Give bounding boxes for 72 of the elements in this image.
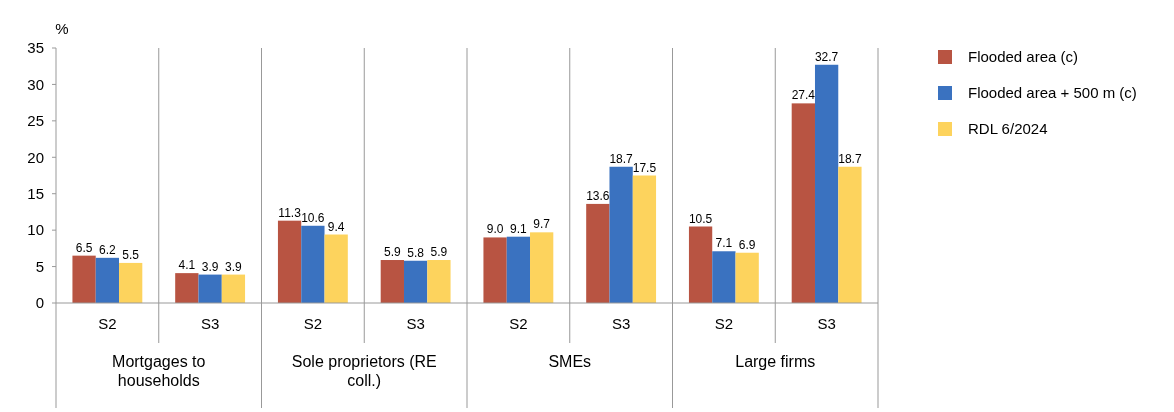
- data-label: 18.7: [838, 151, 862, 166]
- bar: [506, 236, 531, 303]
- data-label: 3.9: [225, 259, 243, 274]
- x-tick-label: S3: [406, 315, 425, 332]
- text: Mortgages to households: [112, 353, 206, 389]
- data-label: 5.5: [122, 247, 140, 262]
- data-label: 17.5: [632, 160, 657, 175]
- data-label: 4.1: [178, 258, 196, 273]
- data-label: 5.8: [407, 245, 425, 260]
- x-tick-label: S2: [509, 315, 528, 332]
- y-tick-label: 5: [35, 257, 44, 275]
- y-tick-label: 20: [27, 148, 44, 166]
- bar: [119, 262, 143, 303]
- text: Sole proprietors (RE coll.): [291, 353, 437, 389]
- bar: [72, 255, 96, 303]
- bar: [198, 274, 222, 303]
- x-tick-label: S3: [200, 315, 220, 332]
- y-tick-label: 25: [27, 112, 44, 130]
- data-label: 6.2: [99, 242, 117, 257]
- bar: [427, 260, 451, 303]
- bar: [95, 257, 120, 303]
- x-tick-label: S3: [817, 315, 836, 332]
- bar: [838, 166, 862, 303]
- data-label: 13.6: [586, 188, 610, 203]
- data-label: 3.9: [201, 259, 219, 274]
- data-label: 5.9: [430, 245, 448, 260]
- x-tick-label: S3: [611, 315, 631, 332]
- legend-label: RDL 6/2024: [968, 120, 1048, 138]
- text: Large firms: [735, 353, 816, 370]
- bar: [221, 274, 246, 303]
- bar: [483, 237, 507, 303]
- bar: [632, 175, 657, 303]
- bar: [586, 203, 610, 303]
- data-label: 32.7: [814, 49, 839, 64]
- bar: [712, 251, 736, 303]
- legend-label: Flooded area + 500 m (c): [968, 84, 1137, 102]
- bar: [403, 260, 428, 303]
- y-tick-label: 35: [27, 39, 44, 57]
- data-label: 18.7: [609, 151, 634, 166]
- data-label: 27.4: [791, 88, 816, 103]
- y-tick-label: 10: [27, 221, 44, 239]
- x-tick-label: S2: [303, 315, 323, 332]
- bar: [277, 220, 302, 303]
- bar: [530, 232, 554, 303]
- data-label: 11.3: [278, 205, 302, 220]
- bar: [301, 225, 325, 303]
- bar: [735, 252, 759, 303]
- y-tick-label: 15: [27, 184, 44, 202]
- data-label: 9.7: [533, 217, 551, 232]
- data-label: 10.5: [688, 211, 713, 226]
- data-label: 9.1: [510, 221, 528, 236]
- data-label: 10.6: [301, 210, 325, 225]
- y-axis-title: %: [55, 20, 69, 37]
- data-label: 9.4: [327, 219, 345, 234]
- bar: [380, 260, 404, 303]
- legend-label: Flooded area (c): [968, 48, 1079, 66]
- bar: [814, 64, 839, 303]
- data-label: 6.9: [738, 237, 756, 252]
- y-tick-label: 30: [27, 75, 44, 93]
- bar: [609, 166, 633, 303]
- bar: [324, 234, 348, 303]
- bar: [791, 103, 815, 303]
- data-label: 9.0: [486, 222, 504, 237]
- bar: [688, 226, 713, 303]
- data-label: 5.9: [383, 245, 401, 260]
- bar: [175, 273, 199, 303]
- y-tick-label: 0: [35, 294, 44, 312]
- text: SMEs: [548, 353, 592, 370]
- data-label: 6.5: [75, 240, 93, 255]
- x-tick-label: S2: [714, 315, 734, 332]
- x-tick-label: S2: [98, 315, 117, 332]
- data-label: 7.1: [715, 236, 733, 251]
